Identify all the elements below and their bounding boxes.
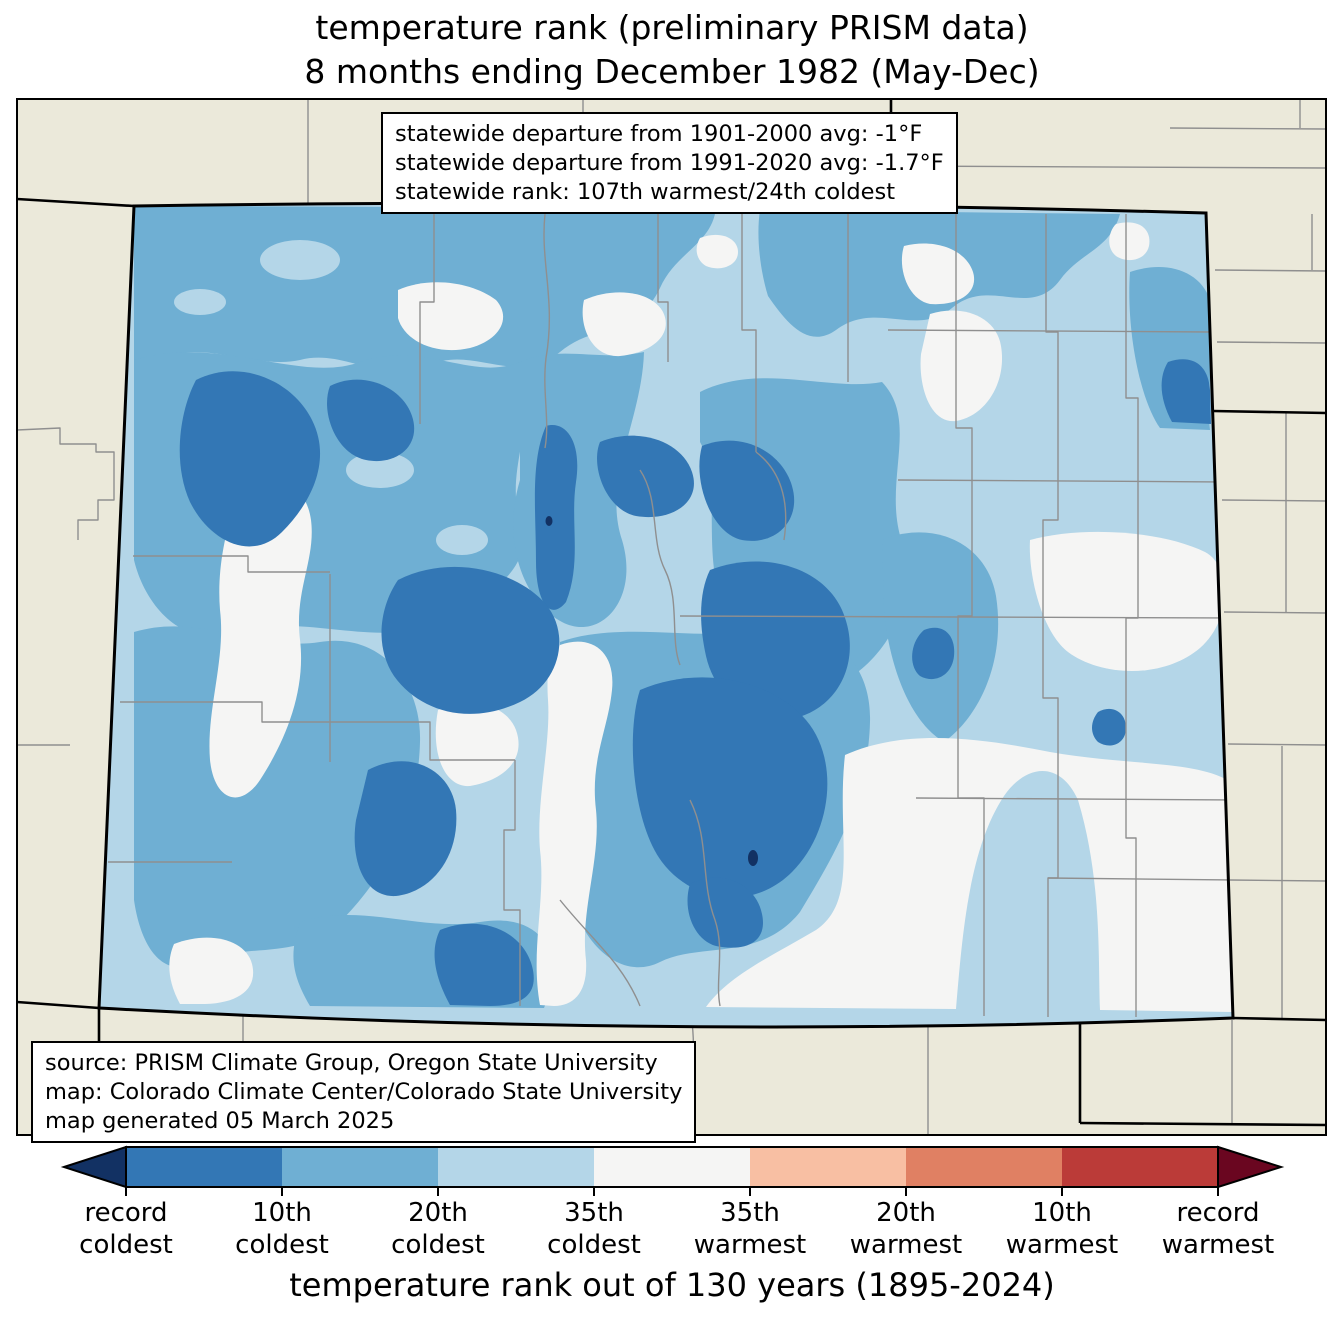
figure-title-line-2: 8 months ending December 1982 (May-Dec) — [304, 51, 1040, 91]
colorbar-right-arrow — [1217, 1145, 1285, 1189]
colorbar-tick-label: 20th warmest — [849, 1198, 963, 1260]
colorbar-segment — [906, 1147, 1062, 1187]
colorbar-segment — [282, 1147, 438, 1187]
stats-line-2: statewide departure from 1991-2020 avg: … — [395, 149, 944, 176]
statewide-stats-box: statewide departure from 1901-2000 avg: … — [381, 112, 958, 215]
colorbar-segment — [438, 1147, 594, 1187]
colorbar-tick-labels: record coldest 10th coldest 20th coldest 35… — [0, 1198, 1344, 1262]
colorbar-tick-label: record coldest — [79, 1198, 173, 1260]
rank-top10-coldest-regions — [179, 359, 1211, 1006]
figure-title: temperature rank (preliminary PRISM data… — [0, 6, 1344, 93]
stats-line-3: statewide rank: 107th warmest/24th colde… — [395, 178, 896, 205]
colorbar-axis-title: temperature rank out of 130 years (1895-… — [289, 1266, 1055, 1304]
rank-record-coldest-pockets — [545, 516, 758, 866]
colorbar-segment — [126, 1147, 282, 1187]
colorado-shape — [97, 201, 1235, 1029]
source-credit-box: source: PRISM Climate Group, Oregon Stat… — [31, 1041, 697, 1144]
stats-line-1: statewide departure from 1901-2000 avg: … — [395, 121, 923, 147]
colorbar-tick-label: record warmest — [1161, 1198, 1275, 1260]
neighbor-county-lines — [17, 99, 1326, 1135]
colorbar-segment — [594, 1147, 750, 1187]
figure-title-line-1: temperature rank (preliminary PRISM data… — [315, 8, 1029, 47]
colorbar-tick-label: 10th coldest — [235, 1198, 329, 1260]
south-border-pockets — [992, 989, 1098, 1010]
colorbar-left-arrow — [60, 1145, 127, 1189]
source-line-1: source: PRISM Climate Group, Oregon Stat… — [45, 1050, 658, 1076]
colorbar-segment — [750, 1147, 906, 1187]
source-line-3: map generated 05 March 2025 — [45, 1107, 395, 1134]
source-line-2: map: Colorado Climate Center/Colorado St… — [45, 1078, 683, 1105]
colorbar-segment — [1062, 1147, 1218, 1187]
colorbar-tick-label: 20th coldest — [391, 1198, 485, 1260]
rank-20-35-coldest-pockets — [174, 240, 1098, 1010]
colorbar-tick-label: 10th warmest — [1005, 1198, 1119, 1260]
colorbar-tick-label: 35th coldest — [547, 1198, 641, 1260]
colorbar — [60, 1145, 1285, 1196]
rank-near-normal-regions — [169, 222, 1232, 1012]
colorbar-tick-label: 35th warmest — [693, 1198, 807, 1260]
colorado-county-lines — [108, 208, 1233, 1017]
